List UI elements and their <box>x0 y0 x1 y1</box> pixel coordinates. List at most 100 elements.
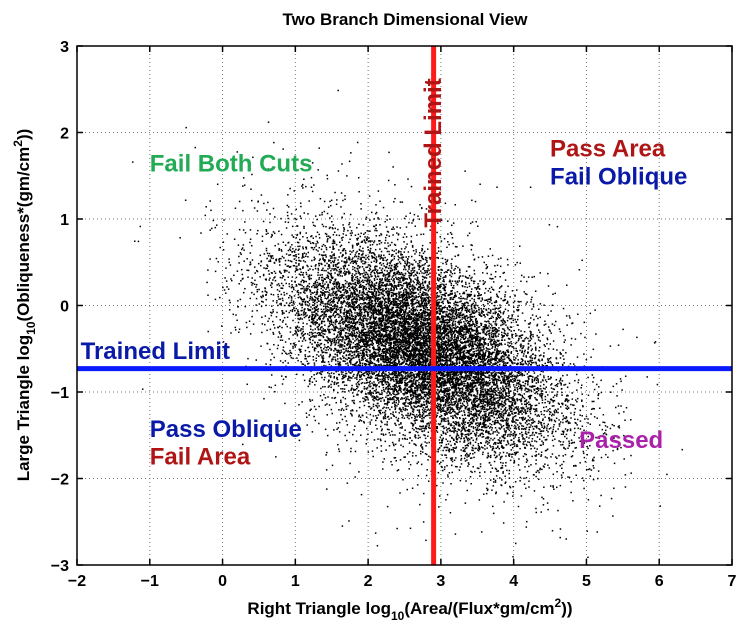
scatter-point <box>439 283 442 286</box>
scatter-point <box>450 386 453 388</box>
scatter-point <box>562 431 565 434</box>
scatter-point <box>243 249 245 251</box>
scatter-point <box>333 372 335 375</box>
scatter-point <box>454 325 457 327</box>
scatter-point <box>506 417 508 420</box>
scatter-point <box>306 236 308 239</box>
scatter-point <box>463 437 465 440</box>
scatter-point <box>503 388 506 391</box>
scatter-point <box>532 385 535 387</box>
scatter-point <box>600 494 602 497</box>
scatter-point <box>400 317 403 319</box>
scatter-point <box>254 272 256 274</box>
scatter-point <box>380 264 383 266</box>
scatter-point <box>407 354 410 356</box>
scatter-point <box>490 286 493 288</box>
scatter-point <box>320 298 322 301</box>
scatter-point <box>333 240 336 243</box>
scatter-point <box>503 447 505 449</box>
scatter-point <box>509 427 512 430</box>
scatter-point <box>373 337 376 340</box>
scatter-point <box>334 356 336 358</box>
scatter-point <box>340 345 343 347</box>
scatter-point <box>391 373 394 376</box>
scatter-point <box>398 326 400 328</box>
scatter-point <box>559 528 562 530</box>
scatter-point <box>356 306 359 309</box>
scatter-point <box>447 476 449 478</box>
scatter-point <box>436 284 439 287</box>
scatter-point <box>487 311 489 314</box>
scatter-point <box>369 357 371 360</box>
scatter-point <box>407 304 410 307</box>
scatter-point <box>394 318 397 321</box>
scatter-point <box>482 279 484 282</box>
scatter-point <box>350 322 352 324</box>
scatter-point <box>469 443 472 445</box>
scatter-point <box>362 247 364 250</box>
scatter-point <box>540 381 542 383</box>
scatter-point <box>451 336 453 338</box>
scatter-point <box>529 412 532 415</box>
scatter-point <box>420 270 422 272</box>
scatter-point <box>414 443 417 446</box>
scatter-point <box>501 479 503 481</box>
scatter-point <box>407 302 409 305</box>
scatter-point <box>368 269 370 272</box>
scatter-point <box>376 278 378 281</box>
scatter-point <box>251 315 253 318</box>
scatter-point <box>343 230 345 232</box>
scatter-point <box>427 431 430 433</box>
scatter-point <box>436 431 439 433</box>
scatter-point <box>507 332 509 335</box>
scatter-point <box>502 471 504 473</box>
scatter-point <box>487 393 489 396</box>
scatter-point <box>456 246 458 248</box>
scatter-point <box>309 400 312 402</box>
scatter-point <box>454 300 457 303</box>
scatter-point <box>331 464 334 467</box>
scatter-point <box>563 358 565 360</box>
scatter-point <box>515 422 517 424</box>
scatter-point <box>535 315 538 317</box>
scatter-point <box>456 433 458 435</box>
scatter-point <box>538 336 540 339</box>
scatter-point <box>495 354 498 357</box>
scatter-point <box>353 255 356 258</box>
scatter-point <box>269 277 271 279</box>
scatter-point <box>283 257 285 259</box>
scatter-point <box>497 387 499 390</box>
scatter-point <box>371 243 374 246</box>
scatter-point <box>311 304 314 306</box>
scatter-point <box>467 370 470 373</box>
scatter-point <box>542 465 545 467</box>
scatter-point <box>449 319 452 321</box>
scatter-point <box>233 238 236 240</box>
scatter-point <box>499 458 502 460</box>
scatter-point <box>424 441 426 443</box>
scatter-point <box>333 337 335 340</box>
scatter-point <box>289 349 291 352</box>
scatter-point <box>502 387 504 389</box>
scatter-point <box>504 379 506 381</box>
scatter-point <box>482 283 485 286</box>
scatter-point <box>445 361 447 364</box>
scatter-point <box>270 282 273 284</box>
scatter-point <box>436 231 438 234</box>
scatter-point <box>508 359 511 362</box>
scatter-point <box>452 242 454 245</box>
scatter-point <box>323 210 326 213</box>
scatter-point <box>473 404 475 407</box>
scatter-point <box>438 364 441 367</box>
scatter-point <box>368 297 370 300</box>
scatter-point <box>410 373 412 375</box>
scatter-point <box>577 379 580 381</box>
scatter-point <box>365 322 368 325</box>
scatter-point <box>525 520 528 523</box>
scatter-point <box>300 281 302 283</box>
scatter-point <box>380 324 382 327</box>
scatter-point <box>493 406 496 409</box>
scatter-point <box>371 362 373 365</box>
scatter-point <box>488 330 490 332</box>
scatter-point <box>583 321 586 324</box>
